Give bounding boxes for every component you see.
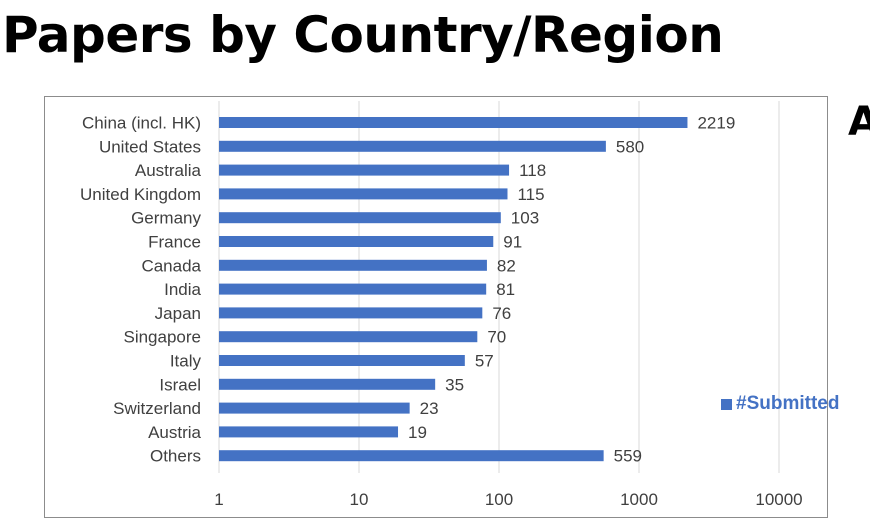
bar-united-states (219, 140, 606, 152)
category-label-austria: Austria (148, 423, 201, 442)
data-label-canada: 82 (497, 256, 516, 275)
bar-united-kingdom (219, 188, 508, 200)
data-label-united-kingdom: 115 (517, 185, 544, 204)
legend-label: #Submitted (736, 393, 840, 414)
bar-singapore (219, 331, 478, 343)
data-label-israel: 35 (445, 375, 464, 394)
bar-france (219, 236, 494, 247)
category-label-india: India (164, 280, 201, 299)
chart-frame: China (incl. HK) United States Australia Un… (44, 96, 839, 518)
bar-japan (219, 307, 483, 319)
x-tick-label-1: 1 (214, 490, 223, 509)
bar-australia (219, 164, 510, 176)
data-labels: 2219 580 118 115 103 91 82 81 76 70 57 35 23 19 559 (408, 114, 735, 466)
data-label-china-incl-hk: 2219 (697, 114, 735, 133)
category-label-israel: Israel (159, 375, 201, 394)
x-tick-label-100: 100 (485, 490, 513, 509)
category-label-switzerland: Switzerland (113, 399, 201, 418)
data-label-others: 559 (614, 447, 642, 466)
data-label-switzerland: 23 (420, 399, 439, 418)
data-label-france: 91 (503, 233, 522, 252)
bar-switzerland (219, 402, 410, 414)
data-label-singapore: 70 (487, 328, 506, 347)
bar-austria (219, 426, 399, 438)
data-label-united-states: 580 (616, 137, 644, 156)
data-label-germany: 103 (511, 209, 539, 228)
category-label-united-states: United States (99, 137, 201, 156)
legend: #Submitted (721, 393, 839, 415)
category-label-germany: Germany (131, 209, 201, 228)
category-label-canada: Canada (141, 256, 201, 275)
data-label-australia: 118 (519, 161, 546, 180)
x-tick-label-1000: 1000 (620, 490, 658, 509)
category-label-china-incl-hk: China (incl. HK) (82, 114, 201, 133)
category-label-japan: Japan (155, 304, 201, 323)
bar-india (219, 283, 487, 295)
category-label-others: Others (150, 447, 201, 466)
bar-chart: China (incl. HK) United States Australia Un… (80, 101, 803, 509)
category-label-united-kingdom: United Kingdom (80, 185, 201, 204)
bars (219, 117, 688, 462)
legend-swatch (721, 398, 732, 410)
x-tick-label-10000: 10000 (755, 490, 802, 509)
data-label-austria: 19 (408, 423, 427, 442)
bar-israel (219, 378, 436, 390)
bar-others (219, 450, 604, 462)
slide-title: Papers by Country/Region (2, 6, 724, 64)
slide-edge-text: A (848, 99, 870, 145)
bar-china-incl-hk (219, 117, 688, 128)
data-label-italy: 57 (475, 352, 494, 371)
x-axis-ticks: 1 10 100 1000 10000 (214, 490, 802, 509)
data-label-india: 81 (496, 280, 515, 299)
bar-italy (219, 355, 465, 366)
bar-germany (219, 212, 501, 224)
x-tick-label-10: 10 (350, 490, 369, 509)
bar-canada (219, 259, 487, 271)
data-label-japan: 76 (492, 304, 511, 323)
category-label-france: France (148, 233, 201, 252)
category-label-italy: Italy (170, 352, 202, 371)
category-label-australia: Australia (135, 161, 202, 180)
category-label-singapore: Singapore (123, 328, 201, 347)
category-labels: China (incl. HK) United States Australia Un… (80, 114, 202, 466)
